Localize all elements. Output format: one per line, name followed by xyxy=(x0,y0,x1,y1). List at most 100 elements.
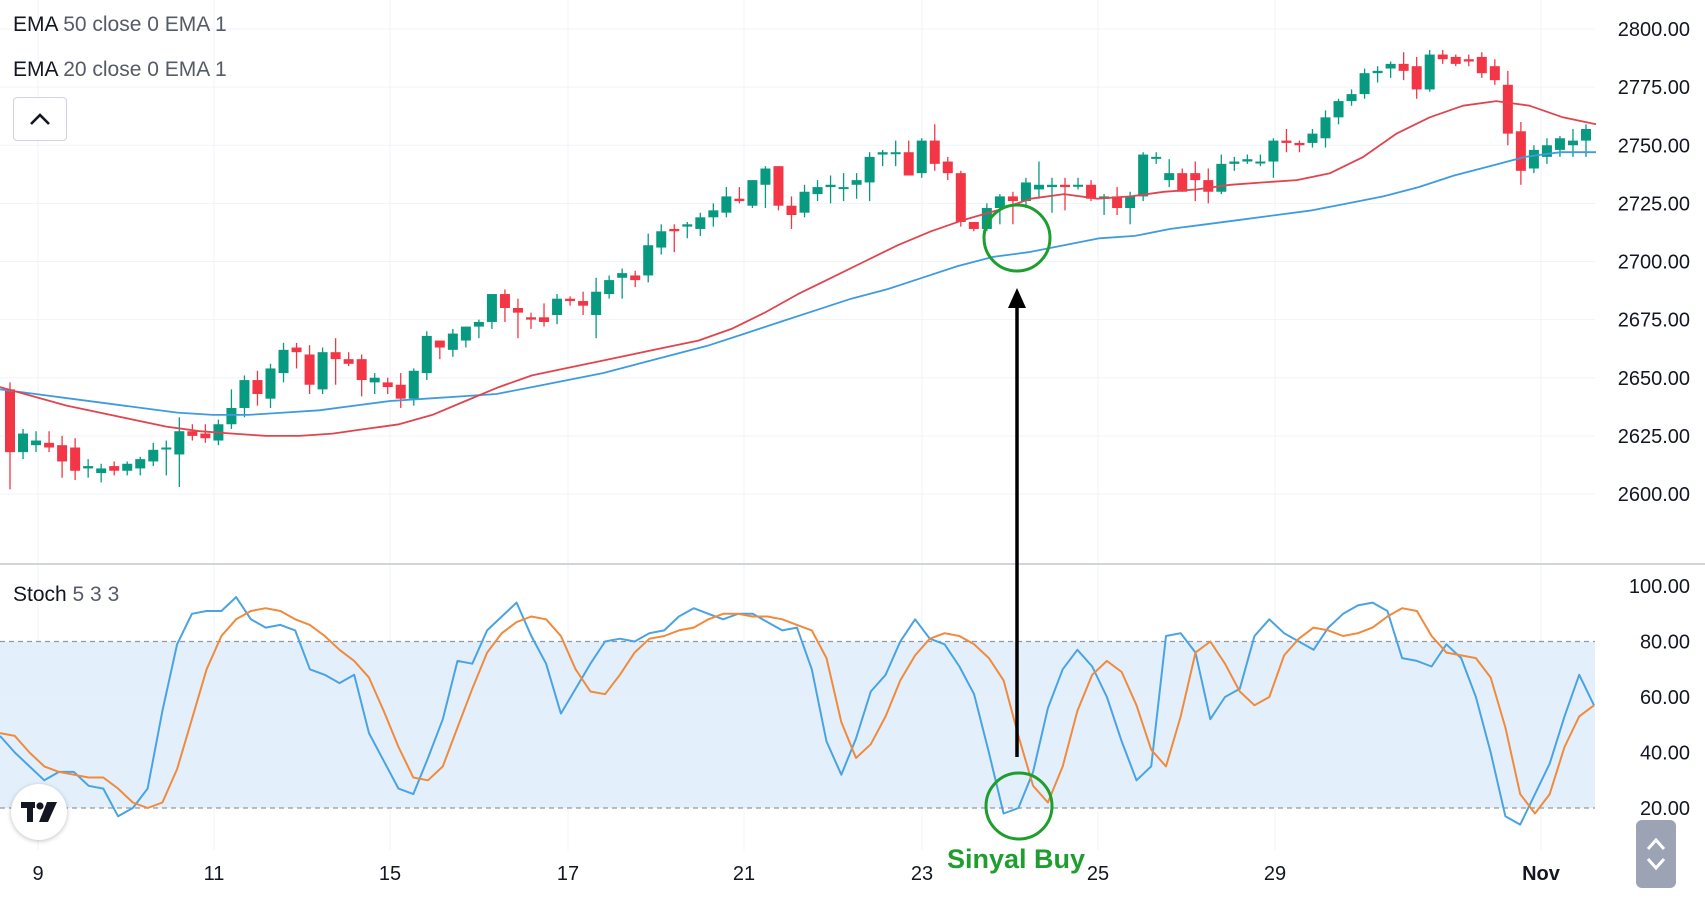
time-tick-label: 15 xyxy=(379,863,401,885)
candle-body xyxy=(1125,196,1136,209)
ema20-legend-params: 20 close 0 EMA 1 xyxy=(63,58,227,81)
ema50-line xyxy=(0,151,1596,416)
candle-body xyxy=(799,191,810,213)
signal-arrow-head xyxy=(1008,288,1026,308)
candle-body xyxy=(864,156,875,183)
time-tick-label: Nov xyxy=(1522,863,1561,885)
candle xyxy=(395,373,406,408)
candle-body xyxy=(1424,54,1435,90)
candle-body xyxy=(1255,161,1266,164)
candle-body xyxy=(1463,59,1474,62)
candle xyxy=(552,294,563,325)
time-tick-label: 17 xyxy=(557,863,579,885)
candle xyxy=(330,338,341,385)
candle-body xyxy=(786,205,797,215)
candle-body xyxy=(70,447,81,471)
candle-body xyxy=(1112,196,1123,209)
candle xyxy=(1320,110,1331,148)
price-tick-label: 2775.00 xyxy=(1618,77,1690,99)
candle xyxy=(734,187,745,204)
candle xyxy=(57,435,68,478)
ema20-legend[interactable]: EMA 20 close 0 EMA 1 xyxy=(13,58,227,82)
candle xyxy=(1112,187,1123,215)
buy-signal-annotation: Sinyal Buy xyxy=(947,203,1085,874)
ema20-line xyxy=(0,100,1597,437)
candle-body xyxy=(1489,66,1500,81)
candle-body xyxy=(1046,184,1057,188)
candle-body xyxy=(1515,131,1526,171)
signal-label: Sinyal Buy xyxy=(947,844,1085,874)
candle-body xyxy=(1333,101,1344,118)
candle xyxy=(1385,61,1396,78)
candle-body xyxy=(434,340,445,348)
candle xyxy=(525,312,536,329)
candle-body xyxy=(1073,184,1084,187)
candle-body xyxy=(1541,145,1552,157)
candle xyxy=(1255,154,1266,167)
candle xyxy=(747,180,758,209)
candle-body xyxy=(291,347,302,353)
candle xyxy=(617,268,628,299)
price-tick-label: 2625.00 xyxy=(1618,426,1690,448)
candle xyxy=(1502,70,1513,146)
stoch-tick-label: 40.00 xyxy=(1640,743,1690,765)
candle-body xyxy=(851,180,862,185)
stoch-legend[interactable]: Stoch 5 3 3 xyxy=(13,583,119,607)
time-tick-label: 9 xyxy=(32,863,43,885)
candle-body xyxy=(265,368,276,399)
candle xyxy=(864,152,875,202)
candle-body xyxy=(382,382,393,388)
candle-body xyxy=(1294,142,1305,146)
candle-body xyxy=(1177,173,1188,192)
candle-body xyxy=(903,152,914,176)
candle-body xyxy=(239,380,250,408)
candle xyxy=(643,233,654,283)
candle xyxy=(955,170,966,227)
candle-body xyxy=(1398,63,1409,71)
candle xyxy=(669,224,680,253)
candle-body xyxy=(1528,149,1539,169)
candle-body xyxy=(981,208,992,229)
candle xyxy=(695,212,706,236)
ema50-legend[interactable]: EMA 50 close 0 EMA 1 xyxy=(13,13,227,37)
stoch-d-line xyxy=(0,607,1595,815)
candle-body xyxy=(18,433,29,453)
candle xyxy=(304,345,315,395)
candle xyxy=(421,331,432,381)
candle xyxy=(682,221,693,239)
candle-body xyxy=(1476,56,1487,74)
candle-body xyxy=(1307,133,1318,143)
price-tick-label: 2800.00 xyxy=(1618,19,1690,41)
candle xyxy=(44,431,55,453)
candle xyxy=(317,347,328,395)
candle-body xyxy=(460,326,471,341)
candle-body xyxy=(929,140,940,164)
candle-body xyxy=(617,273,628,278)
candle-body xyxy=(278,349,289,374)
time-tick-label: 23 xyxy=(911,863,933,885)
candle-body xyxy=(1020,182,1031,202)
candle xyxy=(578,291,589,315)
candle xyxy=(148,442,159,467)
candle-body xyxy=(695,217,706,229)
price-axis: 2600.00 2625.00 2650.00 2675.00 2700.00 2725.… xyxy=(1618,19,1690,820)
ema50-legend-params: 50 close 0 EMA 1 xyxy=(63,13,227,36)
scroll-button[interactable] xyxy=(1636,820,1676,888)
stoch-legend-params: 5 3 3 xyxy=(72,583,120,606)
candle xyxy=(1307,128,1318,148)
candle xyxy=(1346,89,1357,106)
candle-body xyxy=(1554,138,1565,150)
collapse-legend-button[interactable] xyxy=(13,97,67,141)
tradingview-logo-icon[interactable] xyxy=(11,784,67,840)
candle-body xyxy=(1164,173,1175,181)
candle xyxy=(968,221,979,232)
candle xyxy=(135,456,146,476)
stoch-band-fill xyxy=(0,641,1595,808)
candle-body xyxy=(31,440,42,446)
candle-body xyxy=(812,187,823,195)
candle xyxy=(942,156,953,181)
candle xyxy=(1177,168,1188,192)
signal-circle-stoch xyxy=(984,771,1054,841)
candle-body xyxy=(747,180,758,206)
